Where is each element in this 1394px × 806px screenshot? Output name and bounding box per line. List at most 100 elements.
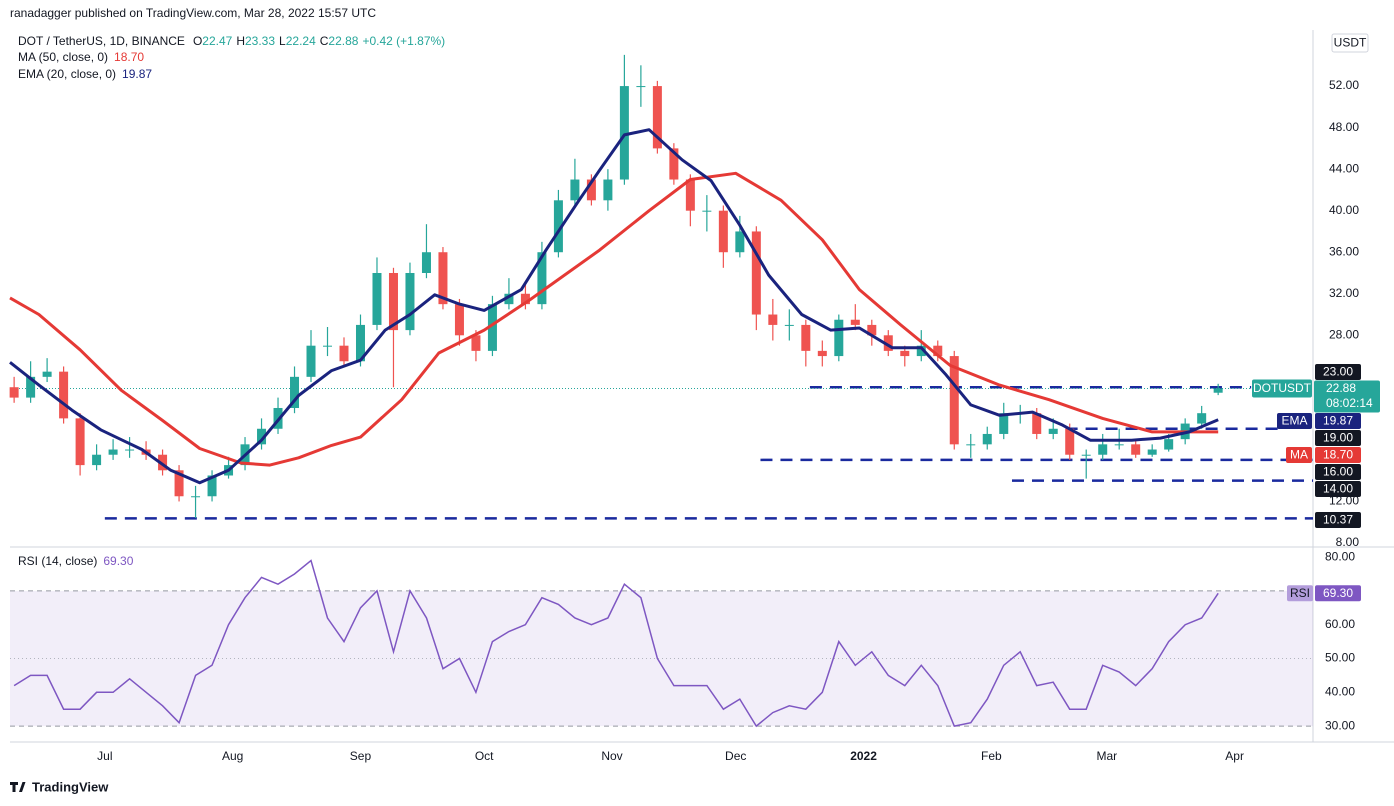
candle-body <box>75 418 85 466</box>
level-badge <box>1315 512 1361 528</box>
candle-body <box>718 210 728 253</box>
rsi-band <box>10 590 1313 727</box>
overlay-legend-value: 19.87 <box>122 67 152 81</box>
x-tick-label: Nov <box>601 749 622 763</box>
candle-body <box>108 449 118 455</box>
candle-body <box>405 272 415 331</box>
x-tick-label: Mar <box>1096 749 1117 763</box>
candle-body <box>59 371 69 419</box>
level-badge-label: 14.00 <box>1323 482 1353 496</box>
candle-body <box>916 345 926 357</box>
overlay-name: EMA <box>1281 414 1307 428</box>
candle-body <box>1114 444 1124 446</box>
candle-body <box>669 148 679 180</box>
x-tick-label: 2022 <box>850 749 877 763</box>
candle-body <box>751 231 761 315</box>
ohlc-value: 22.47 <box>202 34 232 48</box>
rsi-line <box>13 559 1219 728</box>
candle-body <box>26 376 36 398</box>
candle-body <box>339 345 349 362</box>
footer-text: TradingView <box>32 779 109 794</box>
ohlc-letter: L <box>279 34 286 48</box>
level-badge <box>1315 481 1361 497</box>
candle-body <box>520 293 530 305</box>
rsi-tick-label: 40.00 <box>1325 684 1355 698</box>
candle-body <box>784 324 794 326</box>
y-tick-label: 12.00 <box>1329 494 1359 508</box>
level-badge-label: 19.00 <box>1323 431 1353 445</box>
candle-body <box>933 345 943 357</box>
candle-body <box>553 200 563 253</box>
candle-body <box>1032 413 1042 434</box>
candle-body <box>1048 428 1058 434</box>
ticker-name: DOTUSDT <box>1253 381 1312 395</box>
y-tick-label: 8.00 <box>1336 535 1360 549</box>
ohlc-value: 22.88 <box>328 34 358 48</box>
candle-body <box>504 293 514 305</box>
moving-average-line <box>9 128 1219 485</box>
candle-body <box>421 252 431 273</box>
candle-body <box>438 252 448 305</box>
candle-body <box>158 454 168 471</box>
candle-body <box>570 179 580 201</box>
candle-body <box>1213 388 1223 393</box>
currency-button <box>1331 33 1369 53</box>
symbol: DOT / TetherUS, 1D, BINANCE <box>18 34 185 48</box>
candle-body <box>92 454 102 466</box>
candle-body <box>652 86 662 149</box>
candle-body <box>1164 439 1174 450</box>
candle-body <box>372 272 382 325</box>
candle-body <box>1098 444 1108 455</box>
candle-body <box>9 387 19 398</box>
logo-icon <box>10 782 26 792</box>
overlay-legend: MA (50, close, 0) 18.70 <box>18 50 144 64</box>
candle-body <box>801 324 811 351</box>
rsi-name: RSI <box>1290 586 1310 600</box>
candle-body <box>949 356 959 445</box>
symbol-legend: DOT / TetherUS, 1D, BINANCE O22.47 H23.33 L… <box>18 34 445 48</box>
ticker-price-badge <box>1314 380 1380 413</box>
candle-body <box>966 444 976 446</box>
candle-body <box>817 350 827 357</box>
candle-body <box>388 272 398 331</box>
overlay-name-badge <box>1286 447 1312 463</box>
candle-body <box>768 314 778 325</box>
ohlc-value: 22.24 <box>286 34 316 48</box>
candle-body <box>636 86 646 88</box>
candle-body <box>257 428 267 445</box>
overlay-value: 19.87 <box>1323 414 1353 428</box>
currency-label: USDT <box>1334 36 1367 50</box>
candle-body <box>1197 413 1207 424</box>
x-tick-label: Jul <box>97 749 112 763</box>
level-badge-label: 23.00 <box>1323 365 1353 379</box>
candle-body <box>454 304 464 336</box>
candle-body <box>42 371 52 377</box>
rsi-legend: RSI (14, close) 69.30 <box>18 554 134 568</box>
publisher: ranadagger published on TradingView.com,… <box>10 6 376 20</box>
overlay-name-badge <box>1277 413 1312 429</box>
level-badge <box>1315 364 1361 380</box>
rsi-legend-value: 69.30 <box>103 554 133 568</box>
x-tick-label: Oct <box>475 749 494 763</box>
candle-body <box>125 449 135 451</box>
candle-body <box>323 345 333 347</box>
candle-body <box>999 413 1009 434</box>
rsi-tick-label: 80.00 <box>1325 549 1355 563</box>
rsi-value: 69.30 <box>1323 586 1353 600</box>
candle-body <box>586 179 596 201</box>
overlay-value: 18.70 <box>1323 448 1353 462</box>
candle-body <box>900 350 910 357</box>
ohlc-letter: H <box>236 34 245 48</box>
candle-body <box>982 433 992 445</box>
candle-body <box>834 319 844 357</box>
rsi-tick-label: 50.00 <box>1325 651 1355 665</box>
rsi-tick-label: 30.00 <box>1325 718 1355 732</box>
overlay-legend: EMA (20, close, 0) 19.87 <box>18 67 152 81</box>
change: +0.42 (+1.87%) <box>362 34 445 48</box>
candle-body <box>290 376 300 408</box>
y-tick-label: 40.00 <box>1329 203 1359 217</box>
ticker-name-badge <box>1252 379 1312 398</box>
